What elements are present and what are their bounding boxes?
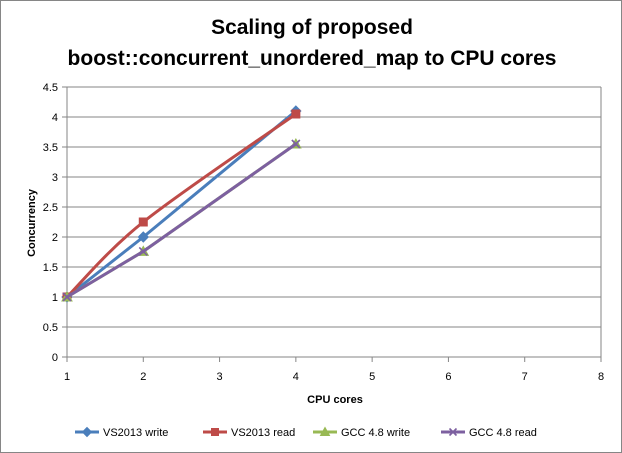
legend-swatch-marker-3 xyxy=(448,427,458,437)
y-tick-label: 0 xyxy=(52,352,58,364)
y-tick-label: 0.5 xyxy=(43,322,58,334)
data-point-3-1-stroke-b xyxy=(138,246,148,256)
series-lines xyxy=(61,105,302,303)
y-tick-label: 3.5 xyxy=(43,142,58,154)
legend-swatch-marker-1 xyxy=(211,428,219,436)
legend-label: VS2013 write xyxy=(103,427,168,439)
x-tick-label: 5 xyxy=(369,371,375,383)
series-2 xyxy=(61,137,302,302)
x-tick-label: 3 xyxy=(217,371,223,383)
data-point-3-2-stroke-b xyxy=(291,139,301,149)
x-tick-labels: 1 2 3 4 5 6 7 8 xyxy=(64,371,604,383)
data-point-3-0 xyxy=(62,292,72,302)
legend-label: GCC 4.8 write xyxy=(341,427,410,439)
x-tick-label: 6 xyxy=(445,371,451,383)
series-line-1 xyxy=(65,112,298,299)
x-tick-label: 4 xyxy=(293,371,299,383)
y-tick-label: 4 xyxy=(52,112,58,124)
data-point-3-2 xyxy=(291,139,301,149)
data-point-1-2 xyxy=(291,109,301,119)
y-tick-label: 2.5 xyxy=(43,202,58,214)
legend-swatch-marker-0 xyxy=(81,426,93,438)
x-tick-label: 2 xyxy=(140,371,146,383)
chart-title-line-1: Scaling of proposed xyxy=(211,16,413,39)
legend-item-2: GCC 4.8 write xyxy=(313,426,410,439)
legend-item-0: VS2013 write xyxy=(75,426,168,439)
y-tick-label: 1.5 xyxy=(43,262,58,274)
x-tick-label: 1 xyxy=(64,371,70,383)
y-tick-labels: 0 0.5 1 1.5 2 2.5 3 3.5 4 4.5 xyxy=(43,82,58,364)
y-tick-label: 1 xyxy=(52,292,58,304)
x-tick-label: 8 xyxy=(598,371,604,383)
legend-swatch-marker-3-stroke-b xyxy=(448,427,458,437)
data-point-1-1 xyxy=(138,217,148,227)
y-tick-label: 4.5 xyxy=(43,82,58,94)
data-point-0-1 xyxy=(137,231,149,243)
chart-title-line-2: boost::concurrent_unordered_map to CPU c… xyxy=(68,47,557,70)
chart-title: Scaling of proposed boost::concurrent_un… xyxy=(68,16,557,70)
x-axis-label: CPU cores xyxy=(307,394,363,406)
legend-item-1: VS2013 read xyxy=(203,427,295,439)
legend-item-3: GCC 4.8 read xyxy=(441,427,537,439)
series-3 xyxy=(62,139,301,302)
legend: VS2013 write VS2013 read GCC 4.8 write GCC … xyxy=(75,426,537,439)
legend-label: GCC 4.8 read xyxy=(469,427,537,439)
x-tick-label: 7 xyxy=(522,371,528,383)
data-point-3-1 xyxy=(138,246,148,256)
series-line-3 xyxy=(65,142,298,299)
legend-label: VS2013 read xyxy=(231,427,295,439)
legend-swatch-marker-2 xyxy=(319,426,331,436)
y-tick-label: 3 xyxy=(52,172,58,184)
y-axis-label: Concurrency xyxy=(26,188,38,257)
y-tick-label: 2 xyxy=(52,232,58,244)
data-point-3-0-stroke-b xyxy=(62,292,72,302)
gridlines xyxy=(67,86,602,357)
